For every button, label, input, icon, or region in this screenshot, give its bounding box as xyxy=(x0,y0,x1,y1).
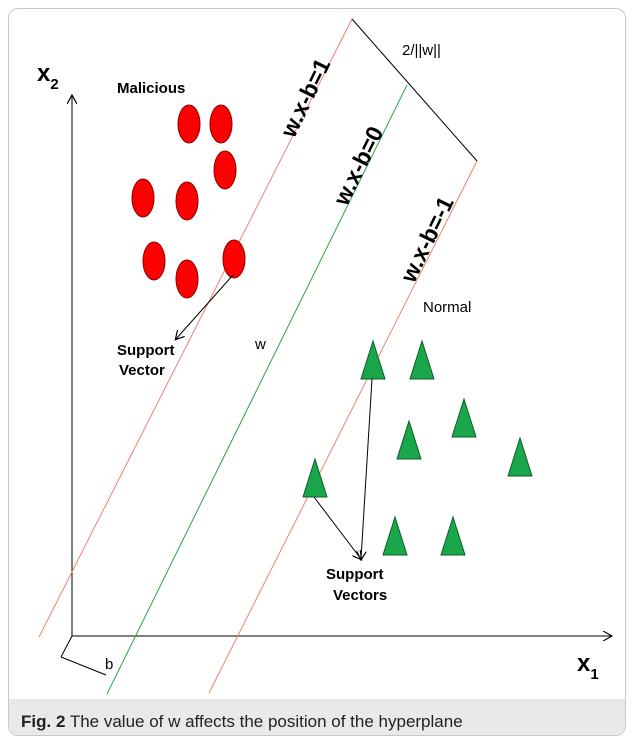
malicious-point xyxy=(175,181,199,221)
malicious-point xyxy=(131,178,155,218)
figure: b x2 x1 w.x-b=1 w.x-b=0 w.x-b=-1 2/||w||… xyxy=(8,8,626,736)
malicious-point xyxy=(213,150,237,190)
normal-point xyxy=(302,457,328,498)
caption-text: The value of w affects the position of t… xyxy=(65,712,463,731)
malicious-point xyxy=(177,104,201,144)
svm-diagram: b x2 x1 w.x-b=1 w.x-b=0 w.x-b=-1 2/||w||… xyxy=(37,18,626,695)
malicious-point xyxy=(209,104,233,144)
normal-point xyxy=(382,515,408,556)
malicious-label: Malicious xyxy=(117,80,185,97)
support-vector-label: Support Vector xyxy=(117,342,179,379)
offset-b-line xyxy=(60,635,73,658)
y-axis-label: x2 xyxy=(37,60,59,93)
normal-point xyxy=(440,515,466,556)
malicious-point xyxy=(142,241,166,281)
w-label: w xyxy=(254,336,266,353)
normal-point xyxy=(507,436,533,477)
figure-caption: Fig. 2 The value of w affects the positi… xyxy=(9,699,625,735)
middle-line-label: w.x-b=0 xyxy=(328,122,389,210)
lower-line-label: w.x-b=-1 xyxy=(395,192,459,287)
hyperplane-line xyxy=(106,84,408,695)
malicious-points xyxy=(131,104,246,299)
caption-label: Fig. 2 xyxy=(21,712,66,731)
malicious-point xyxy=(222,239,246,279)
support-vector-arrow xyxy=(176,274,234,339)
upper-margin-line xyxy=(38,18,353,638)
support-vectors-arrow xyxy=(313,496,361,559)
normal-label: Normal xyxy=(423,299,471,316)
normal-point xyxy=(409,339,435,380)
normal-points xyxy=(302,339,533,556)
support-vectors-label: Support Vectors xyxy=(326,566,388,604)
margin-width-line xyxy=(351,18,478,162)
margin-label: 2/||w|| xyxy=(402,42,441,59)
support-vectors-arrow xyxy=(361,378,373,559)
normal-point xyxy=(360,339,386,380)
normal-point xyxy=(396,419,422,460)
offset-b-line-2 xyxy=(60,656,107,676)
upper-line-label: w.x-b=1 xyxy=(275,54,336,142)
malicious-point xyxy=(175,259,199,299)
lower-margin-line xyxy=(208,160,478,694)
normal-point xyxy=(451,397,477,438)
offset-b-label: b xyxy=(105,656,113,673)
x-axis-label: x1 xyxy=(577,650,599,683)
